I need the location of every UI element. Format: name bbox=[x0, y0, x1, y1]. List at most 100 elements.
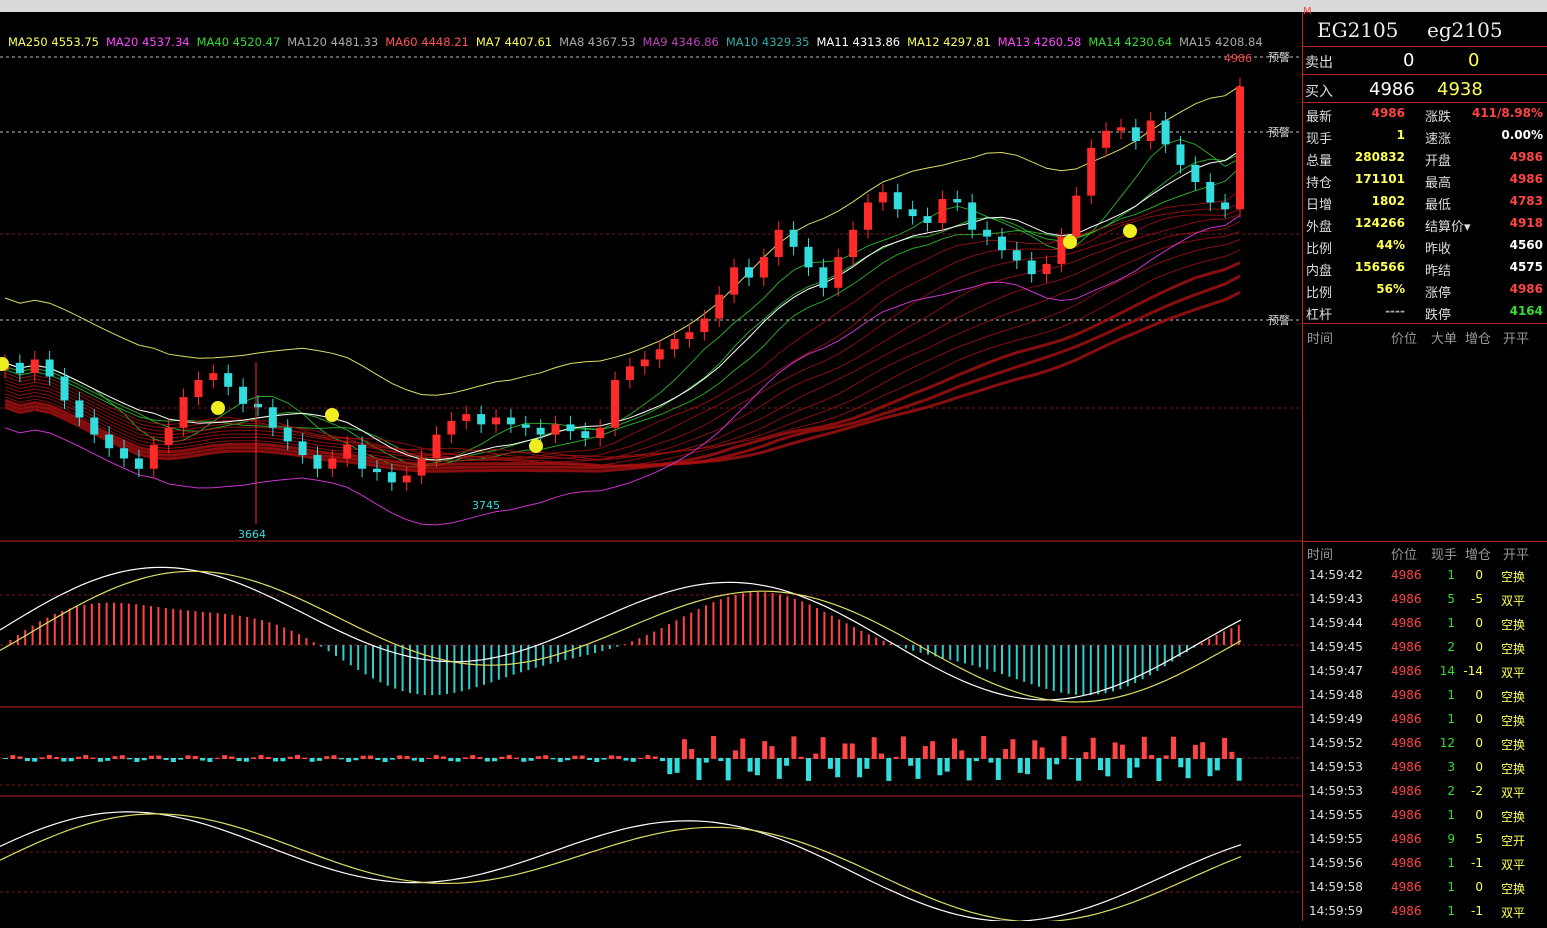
volume-bar bbox=[879, 753, 884, 759]
candle-body bbox=[313, 455, 322, 469]
volume-bar bbox=[1127, 758, 1133, 779]
volume-bar bbox=[1003, 748, 1009, 759]
tick-cell: -14 bbox=[1463, 664, 1483, 678]
tick-cell: 0 bbox=[1475, 712, 1483, 726]
volume-bar bbox=[521, 758, 527, 762]
volume-bar bbox=[733, 750, 738, 759]
smiley-icon bbox=[1063, 235, 1077, 249]
volume-bar bbox=[309, 758, 315, 762]
candle-body bbox=[1236, 86, 1244, 210]
quote-row: 外盘 124266 结算价▾ 4918 bbox=[1305, 216, 1545, 238]
tick-cell: 5 bbox=[1447, 592, 1455, 606]
volume-bar bbox=[477, 757, 483, 759]
quote-value: 1 bbox=[1396, 128, 1405, 142]
tick-cell: 14:59:42 bbox=[1309, 568, 1363, 582]
volume-bar bbox=[616, 755, 622, 759]
volume-bar bbox=[462, 757, 468, 759]
volume-bar bbox=[265, 757, 271, 759]
tick-row[interactable]: 14:59:58 4986 1 0 空换 bbox=[1303, 880, 1547, 904]
tick-cell: 4986 bbox=[1391, 808, 1422, 822]
tick-cell: 14:59:53 bbox=[1309, 760, 1363, 774]
tick-row[interactable]: 14:59:49 4986 1 0 空换 bbox=[1303, 712, 1547, 736]
tick-row[interactable]: 14:59:56 4986 1 -1 双平 bbox=[1303, 856, 1547, 880]
ma-line bbox=[4, 249, 1241, 468]
volume-bar bbox=[1163, 755, 1169, 759]
tick-row[interactable]: 14:59:52 4986 12 0 空换 bbox=[1303, 736, 1547, 760]
volume-bar bbox=[762, 741, 768, 759]
ma-legend-item: MA13 4260.58 bbox=[997, 35, 1082, 49]
kline-chart-area[interactable]: 预警 预警 预警 4986 3664 3745 bbox=[0, 12, 1302, 923]
volume-bar bbox=[39, 757, 45, 759]
candle-body bbox=[75, 400, 84, 418]
candle-body bbox=[239, 386, 248, 404]
volume-bar bbox=[346, 758, 352, 762]
volume-bar bbox=[674, 758, 680, 773]
candle-body bbox=[1072, 195, 1081, 237]
tick-cell: 2 bbox=[1447, 640, 1455, 654]
volume-bar bbox=[1061, 736, 1067, 759]
high-price-label: 4986 bbox=[1224, 52, 1252, 65]
candle-body bbox=[551, 424, 560, 435]
volume-bar bbox=[1046, 758, 1052, 780]
volume-bar bbox=[587, 758, 592, 760]
ma-line bbox=[4, 202, 1241, 460]
volume-bar bbox=[1207, 758, 1213, 777]
volume-bar bbox=[930, 741, 936, 759]
tick-row[interactable]: 14:59:43 4986 5 -5 双平 bbox=[1303, 592, 1547, 616]
tick-row[interactable]: 14:59:59 4986 1 -1 双平 bbox=[1303, 904, 1547, 928]
band-line bbox=[4, 150, 1241, 461]
volume-bar bbox=[776, 758, 782, 779]
candle-body bbox=[893, 192, 902, 210]
tick-row[interactable]: 14:59:53 4986 2 -2 双平 bbox=[1303, 784, 1547, 808]
quote-row: 内盘 156566 昨结 4575 bbox=[1305, 260, 1545, 282]
low-price-label: 3745 bbox=[472, 499, 500, 512]
candle-body bbox=[298, 441, 307, 456]
buy-price[interactable]: 4986 bbox=[1369, 79, 1415, 100]
candle-body bbox=[372, 468, 381, 473]
quote-row: 杠杆 ---- 跌停 4164 bbox=[1305, 304, 1545, 326]
quote-label: 持仓 bbox=[1306, 176, 1333, 191]
tick-row[interactable]: 14:59:47 4986 14 -14 双平 bbox=[1303, 664, 1547, 688]
column-header: 价位 bbox=[1391, 332, 1418, 347]
volume-bar bbox=[915, 758, 921, 779]
volume-bar bbox=[397, 755, 403, 759]
quote-row: 现手 1 速涨 0.00% bbox=[1305, 128, 1545, 150]
buy-volume: 4938 bbox=[1437, 79, 1483, 100]
volume-bar bbox=[258, 755, 264, 759]
tick-row[interactable]: 14:59:55 4986 1 0 空换 bbox=[1303, 808, 1547, 832]
candle-body bbox=[849, 229, 858, 258]
volume-bar bbox=[61, 758, 67, 762]
volume-bar bbox=[594, 758, 600, 762]
volume-bar bbox=[156, 755, 162, 759]
quote-row: 日增 1802 最低 4783 bbox=[1305, 194, 1545, 216]
tick-row[interactable]: 14:59:55 4986 9 5 空开 bbox=[1303, 832, 1547, 856]
ma-legend-item: MA11 4313.86 bbox=[816, 35, 901, 49]
ma-legend-item: MA15 4208.84 bbox=[1179, 35, 1263, 49]
volume-bar bbox=[798, 756, 804, 759]
volume-bar bbox=[995, 758, 1001, 781]
volume-bar bbox=[178, 758, 184, 760]
ma-legend-item: MA20 4537.34 bbox=[105, 35, 190, 49]
volume-bar bbox=[368, 755, 373, 759]
candle-body bbox=[477, 414, 486, 425]
quote-value: 4986 bbox=[1371, 106, 1405, 120]
volume-bar bbox=[17, 756, 23, 759]
sell-price[interactable]: 0 bbox=[1403, 50, 1415, 71]
volume-bar bbox=[360, 755, 366, 759]
tick-cell: 1 bbox=[1447, 712, 1455, 726]
tick-row[interactable]: 14:59:53 4986 3 0 空换 bbox=[1303, 760, 1547, 784]
tick-row[interactable]: 14:59:44 4986 1 0 空换 bbox=[1303, 616, 1547, 640]
volume-bar bbox=[827, 758, 833, 769]
volume-bar bbox=[353, 758, 359, 761]
volume-bar bbox=[419, 758, 425, 762]
volume-bar bbox=[10, 755, 16, 759]
candle-body bbox=[923, 216, 932, 223]
candle-body bbox=[1042, 263, 1051, 275]
tick-cell: 双平 bbox=[1501, 906, 1526, 920]
volume-bar bbox=[1149, 755, 1155, 759]
tick-row[interactable]: 14:59:42 4986 1 0 空换 bbox=[1303, 568, 1547, 592]
candle-body bbox=[30, 359, 39, 374]
contract-code[interactable]: EG2105 bbox=[1317, 18, 1399, 42]
tick-row[interactable]: 14:59:48 4986 1 0 空换 bbox=[1303, 688, 1547, 712]
tick-row[interactable]: 14:59:45 4986 2 0 空换 bbox=[1303, 640, 1547, 664]
